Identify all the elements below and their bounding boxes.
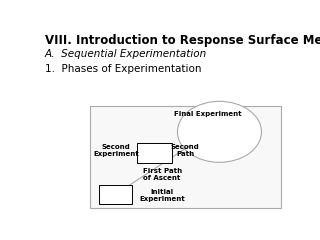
Text: 1.  Phases of Experimentation: 1. Phases of Experimentation <box>45 64 202 74</box>
Text: Initial
Experiment: Initial Experiment <box>139 189 185 202</box>
Text: A.  Sequential Experimentation: A. Sequential Experimentation <box>45 49 207 59</box>
Text: First Path
of Ascent: First Path of Ascent <box>143 168 182 181</box>
Bar <box>99 185 132 204</box>
Bar <box>137 143 172 163</box>
Text: Final Experiment: Final Experiment <box>174 111 242 117</box>
Text: VIII. Introduction to Response Surface Methodology: VIII. Introduction to Response Surface M… <box>45 34 320 47</box>
Text: Second
Experiment: Second Experiment <box>93 144 139 157</box>
Ellipse shape <box>178 101 261 162</box>
Bar <box>90 106 281 208</box>
Text: Second
Path: Second Path <box>171 144 199 157</box>
